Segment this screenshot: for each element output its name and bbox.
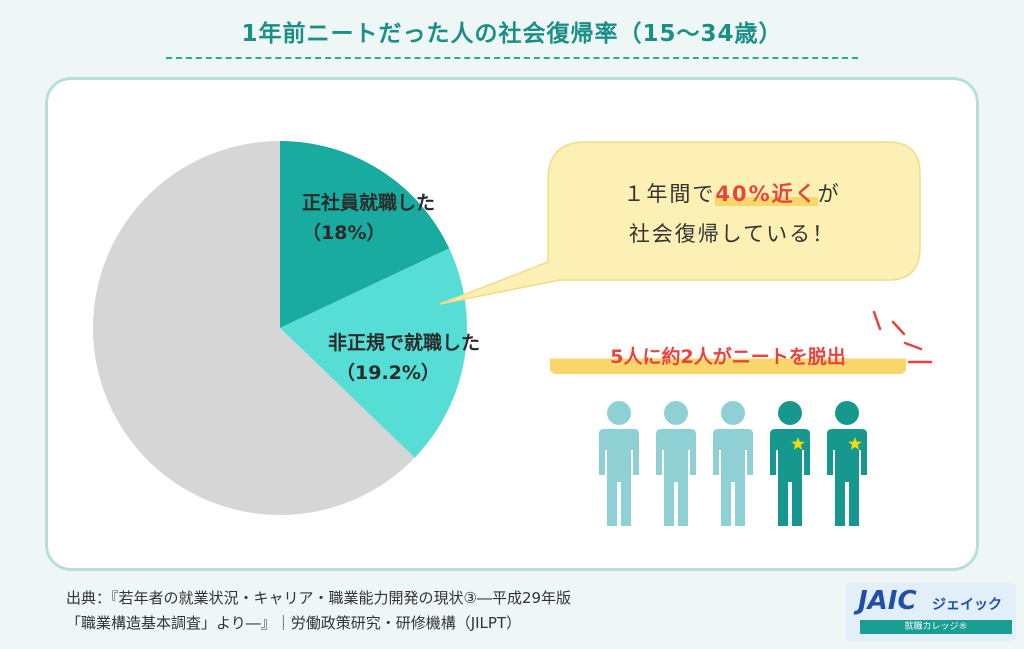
jaic-logo: JAIC ジェイック 就職カレッジ® xyxy=(846,583,1016,641)
person-icon-highlighted xyxy=(827,401,867,526)
people-icons xyxy=(599,401,867,526)
pie-slice-0 xyxy=(280,141,450,328)
callout-text: １年間で40%近くが 社会復帰している！ xyxy=(623,182,841,246)
star-icon xyxy=(848,437,862,450)
person-icon xyxy=(599,401,639,526)
slice-label-parttime: 非正規で就職した （19.2%） xyxy=(328,332,481,384)
pie-slice-1 xyxy=(280,248,467,458)
source-citation: 出典：『若年者の就業状況・キャリア・職業能力開発の現状③―平成29年版 「職業構… xyxy=(66,589,572,632)
title-underline xyxy=(166,57,858,59)
person-icon-highlighted xyxy=(770,401,810,526)
burst-lines-decoration xyxy=(872,310,933,364)
pie-slices xyxy=(93,141,467,515)
ratio-caption: 5人に約2人がニートを脱出 xyxy=(550,340,906,374)
person-icon xyxy=(656,401,696,526)
callout-highlight: 40%近く xyxy=(715,182,818,206)
person-icon xyxy=(713,401,753,526)
slice-label-fulltime: 正社員就職した （18%） xyxy=(302,192,436,244)
page-title: 1年前ニートだった人の社会復帰率（15～34歳） xyxy=(241,21,783,47)
pie-slice-2 xyxy=(93,141,415,515)
star-icon xyxy=(791,437,805,450)
